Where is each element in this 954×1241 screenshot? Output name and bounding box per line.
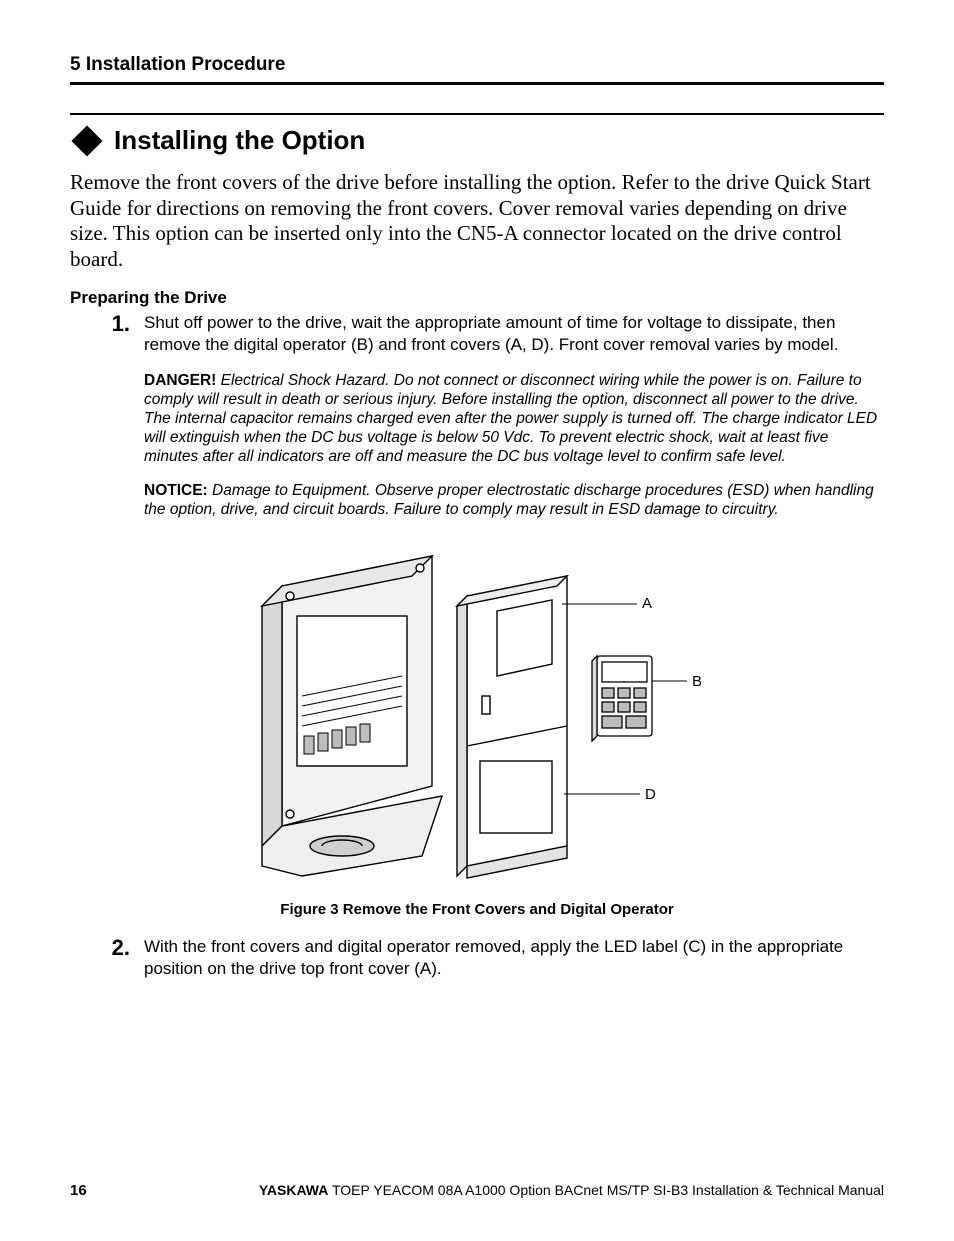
step-1: 1. Shut off power to the drive, wait the…	[108, 312, 884, 532]
footer-doc: TOEP YEACOM 08A A1000 Option BACnet MS/T…	[328, 1182, 884, 1198]
danger-label: DANGER!	[144, 372, 221, 389]
page-number: 16	[70, 1182, 87, 1199]
notice-warning: NOTICE: Damage to Equipment. Observe pro…	[144, 482, 884, 520]
callout-a: A	[642, 595, 652, 612]
diamond-bullet-icon	[71, 125, 102, 156]
page-header: 5 Installation Procedure	[70, 54, 884, 85]
figure-caption: Figure 3 Remove the Front Covers and Dig…	[70, 901, 884, 918]
chapter-title: 5 Installation Procedure	[70, 54, 884, 76]
danger-text: Electrical Shock Hazard. Do not connect …	[144, 372, 877, 465]
step-1-text: Shut off power to the drive, wait the ap…	[144, 313, 838, 354]
callout-b: B	[692, 673, 702, 690]
section-title: Installing the Option	[114, 125, 365, 156]
drive-exploded-diagram: A B D	[242, 546, 712, 886]
footer-doc-title: YASKAWA TOEP YEACOM 08A A1000 Option BAC…	[259, 1182, 884, 1198]
figure-3: A B D Figure 3 Remove the Front Covers a…	[70, 546, 884, 918]
section-heading: Installing the Option	[70, 125, 884, 156]
step-2: 2. With the front covers and digital ope…	[108, 936, 884, 980]
section-rule	[70, 113, 884, 115]
intro-paragraph: Remove the front covers of the drive bef…	[70, 170, 884, 272]
step-2-text: With the front covers and digital operat…	[144, 936, 884, 980]
callout-d: D	[645, 786, 656, 803]
step-number: 2.	[108, 936, 130, 980]
step-number: 1.	[108, 312, 130, 532]
notice-text: Damage to Equipment. Observe proper elec…	[144, 482, 874, 518]
danger-warning: DANGER! Electrical Shock Hazard. Do not …	[144, 372, 884, 467]
step-body: Shut off power to the drive, wait the ap…	[144, 312, 884, 532]
page-footer: 16 YASKAWA TOEP YEACOM 08A A1000 Option …	[70, 1182, 884, 1199]
subheading-preparing: Preparing the Drive	[70, 288, 884, 308]
footer-brand: YASKAWA	[259, 1182, 329, 1198]
notice-label: NOTICE:	[144, 482, 212, 499]
